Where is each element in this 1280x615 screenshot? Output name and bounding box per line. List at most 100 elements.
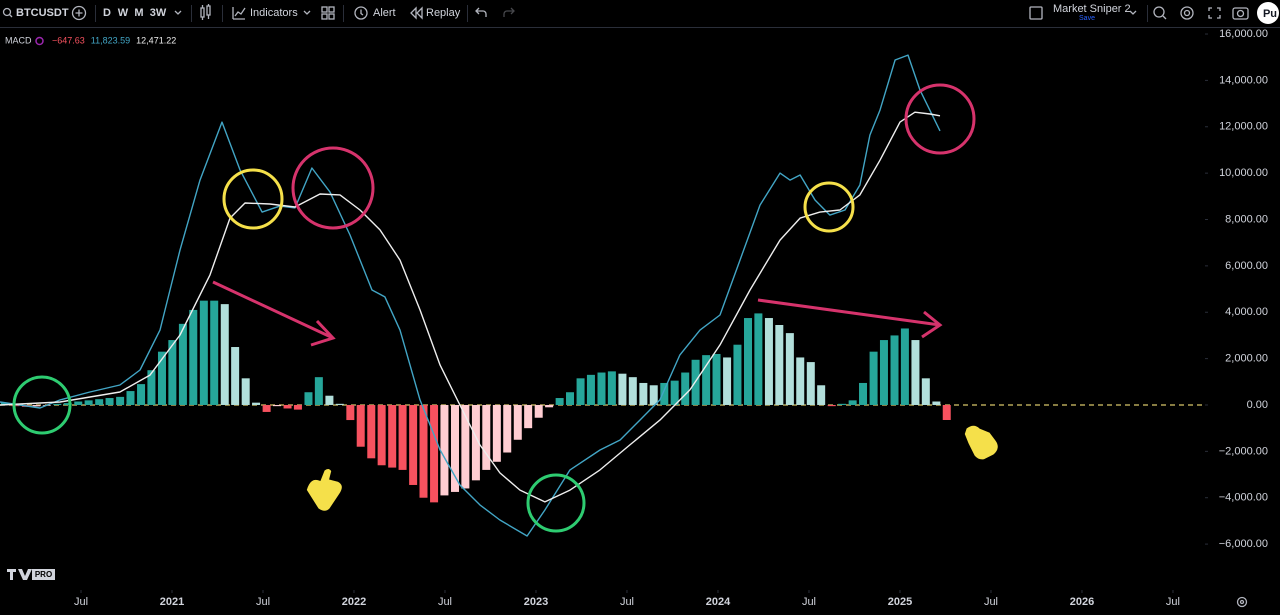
chart-type-button[interactable] — [200, 4, 211, 20]
publish-bg — [1257, 2, 1279, 24]
indicators-icon — [232, 7, 246, 20]
y-tick-label: −4,000.00 — [1219, 492, 1268, 504]
hand-icon — [963, 424, 1000, 461]
settings-icon — [1180, 6, 1194, 20]
histogram-bar — [827, 404, 836, 407]
plus-icon — [75, 9, 83, 17]
circle-annotation — [803, 181, 855, 233]
quick-search-button[interactable] — [1153, 6, 1167, 20]
y-tick-label: 8,000.00 — [1225, 213, 1268, 225]
indicators-button[interactable]: Indicators — [232, 7, 298, 20]
redo-button[interactable] — [503, 7, 515, 17]
histogram-bar — [95, 399, 104, 405]
circle-annotation — [904, 83, 976, 155]
histogram-bar — [440, 404, 449, 496]
settings-icon — [1183, 9, 1191, 17]
layout-name[interactable]: Market Sniper 2 — [1053, 3, 1131, 15]
histogram-bar — [681, 372, 690, 405]
histogram-bar — [84, 400, 93, 405]
x-tick-label: Jul — [256, 596, 270, 608]
axis-settings[interactable] — [1236, 596, 1248, 608]
indicator-settings[interactable] — [35, 36, 44, 46]
histogram-bar — [597, 372, 606, 405]
undo-button[interactable] — [475, 7, 487, 17]
tv-logo — [7, 569, 32, 580]
indicator-name[interactable]: MACD — [5, 35, 32, 45]
histogram-bar — [231, 347, 240, 405]
histogram-bar — [503, 404, 512, 453]
interval[interactable]: 3W — [150, 7, 167, 19]
histogram-bar — [838, 403, 847, 405]
alert-label[interactable]: Alert — [373, 7, 396, 19]
histogram-bar — [168, 340, 177, 405]
interval-menu[interactable] — [174, 10, 182, 15]
histogram-bar — [649, 385, 658, 405]
histogram-bar — [398, 404, 407, 470]
histogram-bar — [639, 382, 648, 405]
histogram-bar — [524, 404, 533, 429]
replay-button[interactable]: Replay — [410, 6, 461, 20]
y-tick-label: 6,000.00 — [1225, 260, 1268, 272]
histogram-bar — [921, 378, 930, 405]
histogram-bar — [220, 304, 229, 405]
legend-value: −647.63 — [52, 35, 85, 45]
histogram-bar — [869, 351, 878, 405]
compare-button[interactable] — [71, 5, 87, 21]
y-tick-label: 16,000.00 — [1219, 28, 1268, 40]
interval[interactable]: W — [118, 7, 129, 19]
histogram-bar — [492, 404, 501, 462]
circle-annotation — [291, 146, 375, 230]
histogram-bar — [534, 404, 543, 418]
histogram-bar — [241, 378, 250, 405]
y-tick-label: 2,000.00 — [1225, 353, 1268, 365]
snapshot-button[interactable] — [1232, 7, 1249, 20]
x-tick-label: Jul — [802, 596, 816, 608]
x-tick-label: 2022 — [342, 596, 366, 608]
publish-label[interactable]: Pu — [1263, 8, 1277, 20]
histogram-bar — [911, 340, 920, 405]
y-tick-label: −6,000.00 — [1219, 538, 1268, 550]
histogram-bar — [419, 404, 428, 498]
alert-button[interactable]: Alert — [354, 6, 396, 20]
x-tick-label: Jul — [438, 596, 452, 608]
x-tick-label: 2026 — [1070, 596, 1094, 608]
interval[interactable]: M — [134, 7, 143, 19]
indicators-label[interactable]: Indicators — [250, 7, 298, 19]
layout-icon[interactable] — [1029, 6, 1043, 20]
x-tick-label: 2021 — [160, 596, 184, 608]
histogram-bar — [942, 404, 951, 421]
symbol[interactable]: BTCUSDT — [16, 7, 69, 19]
histogram-bar — [764, 318, 773, 405]
histogram-bar — [618, 373, 627, 405]
legend-value: 12,471.22 — [136, 35, 176, 45]
histogram-bar — [806, 362, 815, 405]
histogram-bar — [586, 374, 595, 405]
settings-button[interactable] — [1180, 6, 1194, 20]
grid-icon — [328, 6, 335, 13]
quick-search-icon — [1153, 6, 1165, 18]
histogram-bar — [314, 377, 323, 405]
histogram-bar — [32, 404, 41, 407]
replay-label[interactable]: Replay — [426, 7, 461, 19]
histogram-bar — [723, 357, 732, 405]
indicators-menu[interactable] — [303, 10, 311, 15]
hand-icon — [305, 467, 344, 513]
histogram-bar — [252, 402, 261, 405]
circle-annotation — [12, 375, 72, 435]
badge: PRO — [35, 570, 52, 579]
templates-button[interactable] — [321, 6, 335, 20]
fullscreen-button[interactable] — [1208, 7, 1221, 19]
toolbar: BTCUSDT D W M 3W Indicators — [0, 2, 1280, 28]
search-icon — [2, 7, 12, 17]
interval[interactable]: D — [103, 7, 111, 19]
publish-button[interactable]: Pu — [1257, 2, 1279, 24]
histogram-bar — [356, 404, 365, 447]
search-icon — [9, 14, 13, 18]
histogram-bar — [189, 309, 198, 405]
histogram-bar — [346, 404, 355, 421]
quick-search-icon — [1162, 15, 1167, 20]
layout-menu[interactable] — [1129, 10, 1137, 15]
histogram-bar — [733, 344, 742, 405]
histogram-bar — [325, 395, 334, 405]
symbol-search[interactable]: BTCUSDT — [2, 7, 69, 19]
